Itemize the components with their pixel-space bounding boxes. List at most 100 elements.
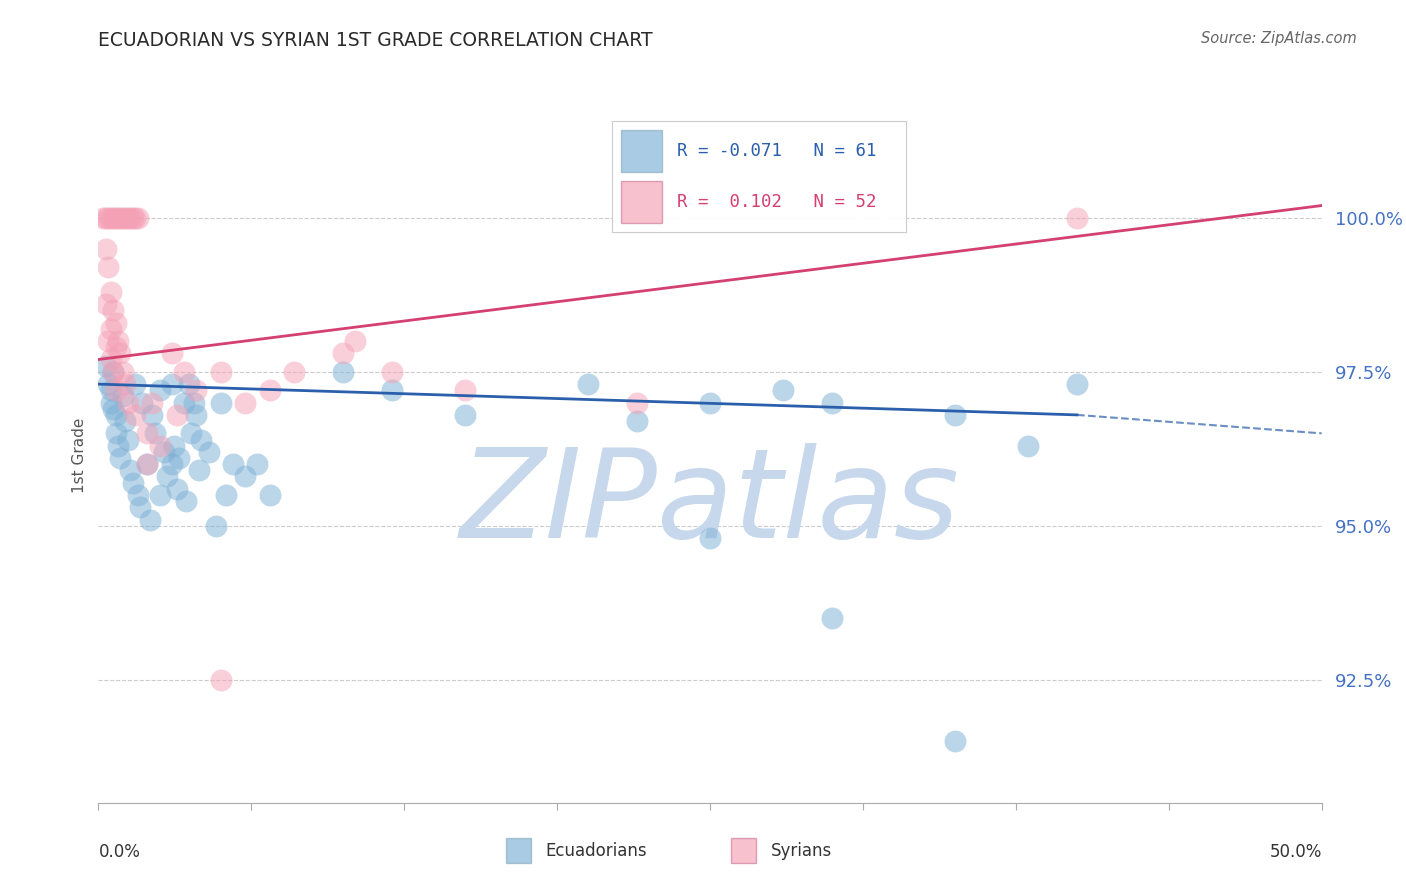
Point	[183, 395, 205, 409]
Point	[222, 457, 245, 471]
Point	[381, 365, 404, 379]
Point	[127, 211, 149, 225]
Point	[166, 482, 188, 496]
Point	[111, 389, 134, 403]
Point	[943, 408, 966, 422]
Point	[97, 377, 120, 392]
Point	[197, 445, 219, 459]
Point	[190, 433, 212, 447]
Point	[699, 395, 721, 409]
Point	[111, 365, 134, 379]
Point	[141, 408, 163, 422]
Point	[214, 488, 236, 502]
Point	[131, 395, 153, 409]
Point	[104, 340, 127, 354]
Point	[114, 377, 136, 392]
Point	[160, 457, 183, 471]
Point	[259, 384, 281, 398]
Point	[381, 384, 404, 398]
Point	[143, 426, 166, 441]
Point	[626, 395, 648, 409]
Point	[91, 211, 114, 225]
Point	[100, 285, 122, 299]
Point	[943, 734, 966, 748]
Point	[117, 211, 139, 225]
Point	[149, 488, 172, 502]
Point	[101, 211, 124, 225]
Point	[110, 346, 132, 360]
Point	[97, 211, 120, 225]
Point	[107, 211, 129, 225]
Point	[626, 414, 648, 428]
Point	[167, 450, 190, 465]
Point	[173, 365, 195, 379]
FancyBboxPatch shape	[621, 181, 662, 223]
Text: ZIPatlas: ZIPatlas	[460, 443, 960, 564]
Point	[153, 445, 176, 459]
Point	[177, 377, 200, 392]
Text: 50.0%: 50.0%	[1270, 843, 1322, 861]
FancyBboxPatch shape	[621, 130, 662, 172]
Point	[104, 316, 127, 330]
Point	[121, 211, 143, 225]
Point	[173, 395, 195, 409]
Point	[156, 469, 179, 483]
Point	[111, 211, 134, 225]
Point	[124, 408, 146, 422]
Point	[332, 365, 354, 379]
Point	[149, 439, 172, 453]
Point	[100, 384, 122, 398]
Point	[454, 384, 477, 398]
Text: R = -0.071   N = 61: R = -0.071 N = 61	[676, 142, 876, 160]
Point	[97, 334, 120, 348]
Point	[101, 401, 124, 416]
Point	[186, 408, 208, 422]
Text: 0.0%: 0.0%	[98, 843, 141, 861]
Point	[129, 500, 152, 515]
Point	[104, 384, 127, 398]
Point	[94, 211, 117, 225]
Point	[101, 365, 124, 379]
Text: Ecuadorians: Ecuadorians	[546, 842, 647, 860]
Point	[149, 384, 172, 398]
Point	[332, 346, 354, 360]
Point	[821, 611, 844, 625]
Point	[121, 475, 143, 490]
Point	[117, 433, 139, 447]
Point	[209, 365, 232, 379]
Point	[110, 450, 132, 465]
Point	[283, 365, 305, 379]
Point	[166, 408, 188, 422]
Point	[127, 488, 149, 502]
Point	[772, 384, 794, 398]
Point	[186, 384, 208, 398]
Point	[160, 377, 183, 392]
Point	[104, 211, 127, 225]
Point	[821, 395, 844, 409]
Point	[576, 377, 599, 392]
Point	[180, 426, 202, 441]
Point	[124, 211, 146, 225]
Point	[104, 426, 127, 441]
Point	[187, 463, 209, 477]
Point	[209, 395, 232, 409]
Point	[101, 303, 124, 318]
Point	[104, 408, 127, 422]
Point	[1017, 439, 1039, 453]
Point	[209, 673, 232, 687]
Point	[1066, 211, 1088, 225]
Point	[160, 346, 183, 360]
Point	[100, 211, 122, 225]
Point	[110, 211, 132, 225]
Text: ECUADORIAN VS SYRIAN 1ST GRADE CORRELATION CHART: ECUADORIAN VS SYRIAN 1ST GRADE CORRELATI…	[98, 31, 652, 50]
Point	[107, 439, 129, 453]
Point	[163, 439, 186, 453]
Point	[699, 531, 721, 545]
Text: R =  0.102   N = 52: R = 0.102 N = 52	[676, 194, 876, 211]
Point	[120, 463, 142, 477]
Point	[120, 211, 142, 225]
Point	[176, 494, 198, 508]
Point	[124, 377, 146, 392]
Point	[97, 260, 120, 274]
Point	[454, 408, 477, 422]
